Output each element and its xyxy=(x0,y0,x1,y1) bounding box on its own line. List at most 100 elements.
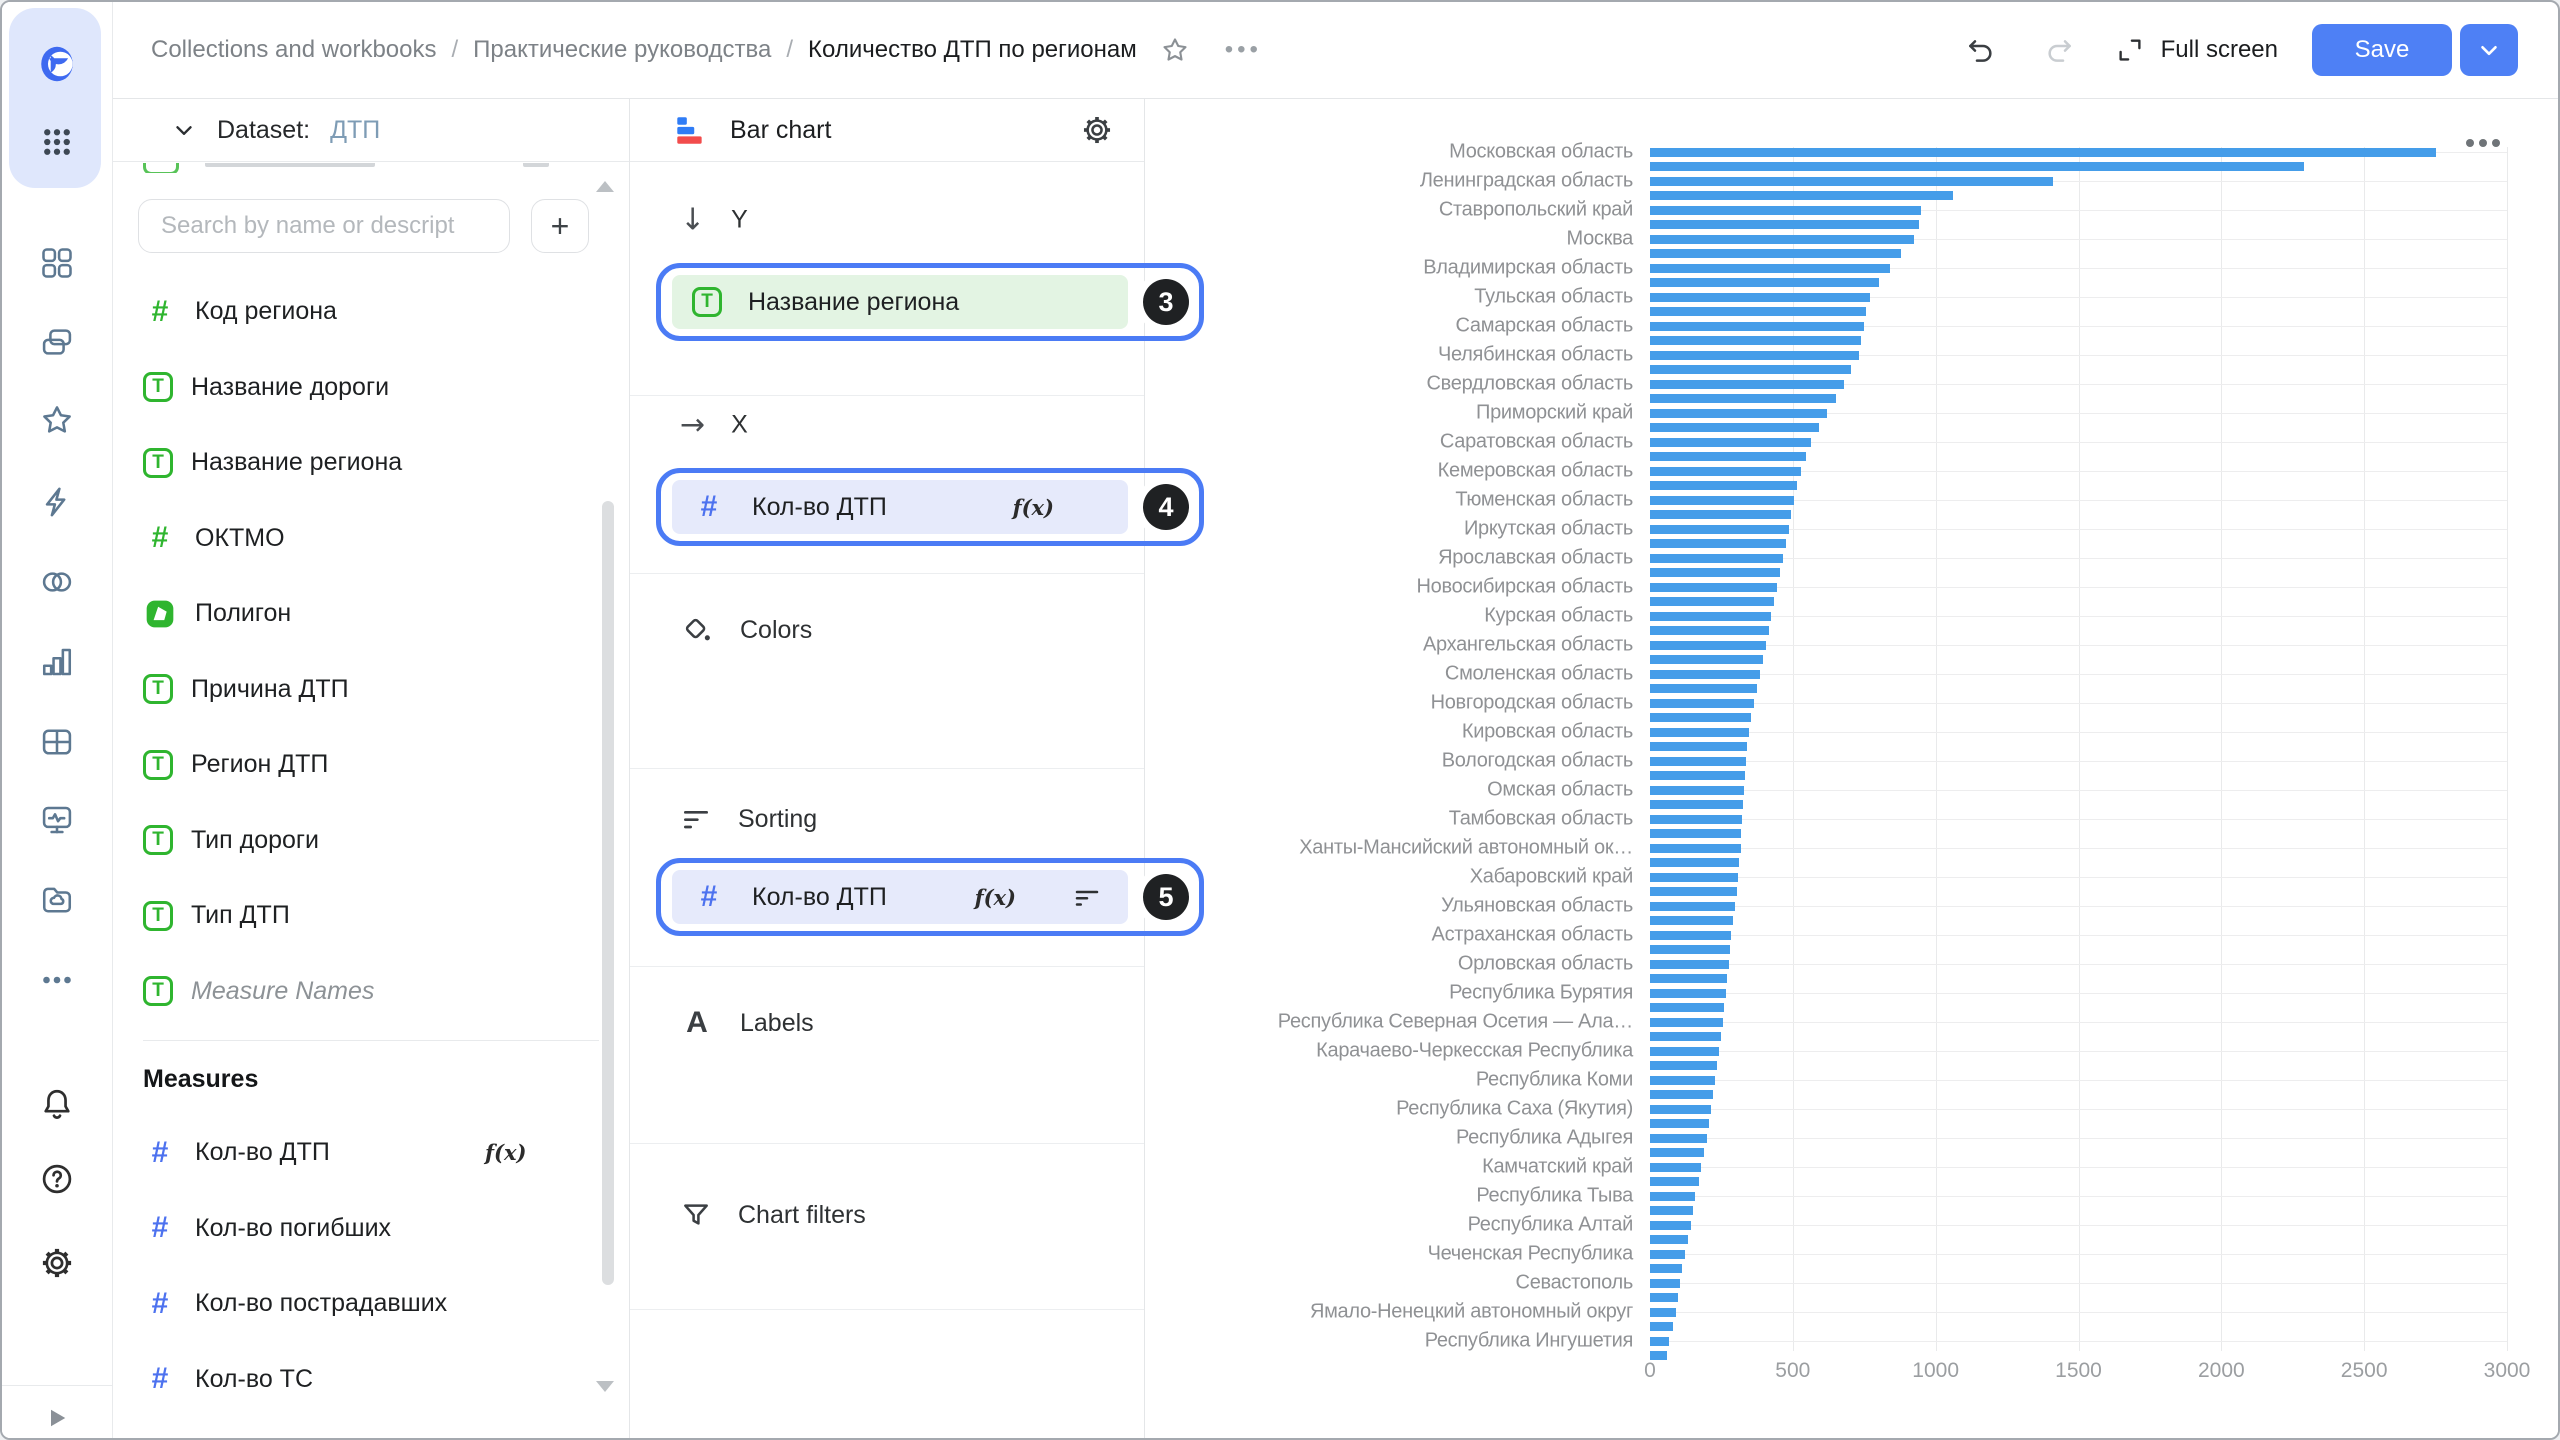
notifications-icon[interactable] xyxy=(35,1082,79,1126)
dataset-scrollbar[interactable] xyxy=(602,501,614,1285)
bar[interactable] xyxy=(1650,1220,1691,1230)
settings-icon[interactable] xyxy=(35,1241,79,1285)
bar[interactable] xyxy=(1650,1090,1713,1099)
bar[interactable] xyxy=(1650,1119,1709,1128)
bar[interactable] xyxy=(1650,727,1749,737)
bar[interactable] xyxy=(1650,408,1828,418)
bar[interactable] xyxy=(1650,1307,1676,1317)
bar[interactable] xyxy=(1650,626,1769,635)
chart-menu-icon[interactable] xyxy=(2466,139,2500,147)
bar[interactable] xyxy=(1650,916,1734,925)
bar[interactable] xyxy=(1650,1235,1688,1244)
bar[interactable] xyxy=(1650,437,1812,447)
bar[interactable] xyxy=(1650,495,1795,505)
chart-type-label[interactable]: Bar chart xyxy=(730,115,832,144)
bar[interactable] xyxy=(1650,901,1735,911)
charts-icon[interactable] xyxy=(35,640,79,684)
bar[interactable] xyxy=(1650,684,1758,693)
scroll-down-icon[interactable] xyxy=(596,1381,614,1392)
favorite-star-icon[interactable] xyxy=(1153,28,1197,72)
bar[interactable] xyxy=(1650,1351,1668,1360)
collections-icon[interactable] xyxy=(35,320,79,364)
field-row[interactable]: # Кол-во ТС xyxy=(113,1342,613,1418)
redo-icon[interactable] xyxy=(2037,28,2081,72)
bar[interactable] xyxy=(1650,669,1760,679)
datalens-logo-icon[interactable] xyxy=(35,42,79,86)
section-colors[interactable]: Colors xyxy=(680,613,812,647)
bar[interactable] xyxy=(1650,162,2305,171)
bar[interactable] xyxy=(1650,1003,1725,1012)
bar[interactable] xyxy=(1650,292,1870,302)
favorites-icon[interactable] xyxy=(35,398,79,442)
bar[interactable] xyxy=(1650,1191,1696,1201)
bar[interactable] xyxy=(1650,974,1728,983)
bar[interactable] xyxy=(1650,1133,1707,1143)
entry-menu-icon[interactable]: ••• xyxy=(1224,36,1262,63)
bar[interactable] xyxy=(1650,263,1890,273)
sorting-field-pill[interactable]: # Кол-во ДТП f(x) xyxy=(672,870,1128,924)
bar[interactable] xyxy=(1650,176,2053,186)
bar[interactable] xyxy=(1650,1075,1715,1085)
bar[interactable] xyxy=(1650,771,1746,780)
x-field-pill[interactable]: # Кол-во ДТП f(x) xyxy=(672,480,1128,534)
bar[interactable] xyxy=(1650,1061,1717,1070)
bar[interactable] xyxy=(1650,597,1775,606)
bar[interactable] xyxy=(1650,785,1745,795)
field-row[interactable]: T Название региона xyxy=(113,425,613,501)
bar[interactable] xyxy=(1650,1336,1670,1346)
bar[interactable] xyxy=(1650,1293,1678,1302)
field-row[interactable]: # Кол-во ДТП f(x) xyxy=(113,1115,613,1191)
bar[interactable] xyxy=(1650,466,1802,476)
bar[interactable] xyxy=(1650,524,1789,534)
undo-icon[interactable] xyxy=(1959,28,2003,72)
monitoring-icon[interactable] xyxy=(35,798,79,842)
scroll-up-icon[interactable] xyxy=(596,181,614,192)
bar[interactable] xyxy=(1650,321,1864,331)
bar[interactable] xyxy=(1650,1148,1705,1157)
bar[interactable] xyxy=(1650,1046,1719,1056)
bar[interactable] xyxy=(1650,307,1866,316)
tables-icon[interactable] xyxy=(35,720,79,764)
bar[interactable] xyxy=(1650,365,1852,374)
bar[interactable] xyxy=(1650,1278,1681,1288)
storage-icon[interactable] xyxy=(35,878,79,922)
field-row[interactable]: # ОКТМО xyxy=(113,501,613,577)
bar[interactable] xyxy=(1650,858,1740,867)
bar[interactable] xyxy=(1650,278,1879,287)
bar[interactable] xyxy=(1650,742,1748,751)
bar[interactable] xyxy=(1650,539,1786,548)
full-screen-button[interactable]: Full screen xyxy=(2115,35,2278,65)
bar[interactable] xyxy=(1650,1322,1673,1331)
bar[interactable] xyxy=(1650,611,1772,621)
field-row[interactable]: Полигон xyxy=(113,576,613,652)
bar[interactable] xyxy=(1650,452,1806,461)
bar[interactable] xyxy=(1650,1264,1683,1273)
bar[interactable] xyxy=(1650,1177,1699,1186)
apps-grid-icon[interactable] xyxy=(35,120,79,164)
bar[interactable] xyxy=(1650,843,1741,853)
bar[interactable] xyxy=(1650,887,1737,896)
bar[interactable] xyxy=(1650,1206,1693,1215)
bar[interactable] xyxy=(1650,930,1732,940)
bar[interactable] xyxy=(1650,205,1922,215)
bar[interactable] xyxy=(1650,640,1766,650)
bar[interactable] xyxy=(1650,1104,1711,1114)
bar[interactable] xyxy=(1650,829,1742,838)
field-row[interactable]: # Код региона xyxy=(113,274,613,350)
bar[interactable] xyxy=(1650,423,1819,432)
bar[interactable] xyxy=(1650,191,1953,200)
bar[interactable] xyxy=(1650,336,1861,345)
bar[interactable] xyxy=(1650,713,1752,722)
bar[interactable] xyxy=(1650,582,1778,592)
field-row[interactable]: # Кол-во пострадавших xyxy=(113,1266,613,1342)
bar[interactable] xyxy=(1650,800,1744,809)
bar[interactable] xyxy=(1650,756,1747,766)
dataset-name[interactable]: ДТП xyxy=(330,115,381,144)
dataset-header[interactable]: Dataset: ДТП xyxy=(113,99,629,162)
dashboards-icon[interactable] xyxy=(35,241,79,285)
field-row[interactable]: T Тип ДТП xyxy=(113,878,613,954)
save-dropdown-button[interactable] xyxy=(2460,24,2518,76)
connections-icon[interactable] xyxy=(35,560,79,604)
field-row[interactable]: T Причина ДТП xyxy=(113,652,613,728)
more-icon[interactable] xyxy=(35,958,79,1002)
